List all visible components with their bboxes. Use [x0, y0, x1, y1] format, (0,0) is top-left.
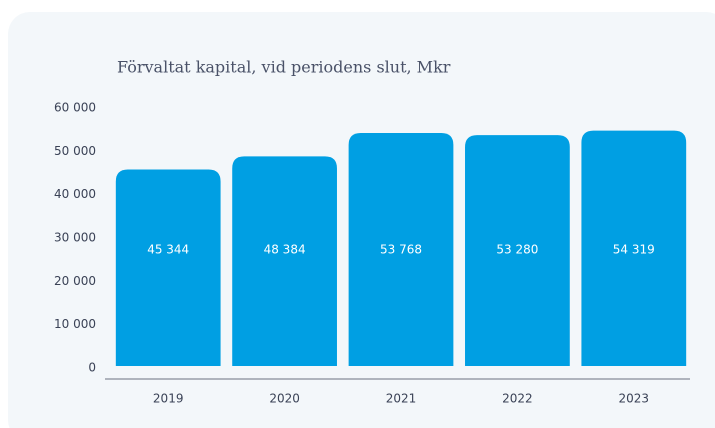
x-tick-label: 2019: [153, 392, 184, 406]
x-tick-label: 2021: [386, 392, 417, 406]
bar: [348, 133, 454, 366]
bar: [581, 130, 687, 366]
y-tick-label: 30 000: [54, 231, 96, 245]
value-label: 53 280: [496, 243, 538, 257]
value-label: 48 384: [264, 243, 306, 257]
y-tick-label: 60 000: [54, 101, 96, 115]
value-label: 45 344: [147, 243, 189, 257]
bar: [465, 135, 570, 366]
chart-title: Förvaltat kapital, vid periodens slut, M…: [117, 58, 451, 77]
x-tick-label: 2022: [502, 392, 533, 406]
x-tick-label: 2020: [269, 392, 300, 406]
y-tick-label: 10 000: [54, 317, 96, 331]
value-label: 54 319: [613, 243, 655, 257]
bar: [232, 156, 337, 366]
x-tick-label: 2023: [619, 392, 650, 406]
bar: [115, 169, 221, 366]
y-tick-label: 50 000: [54, 144, 96, 158]
value-label: 53 768: [380, 243, 422, 257]
y-tick-label: 20 000: [54, 274, 96, 288]
y-tick-label: 0: [88, 361, 96, 375]
y-tick-label: 40 000: [54, 187, 96, 201]
